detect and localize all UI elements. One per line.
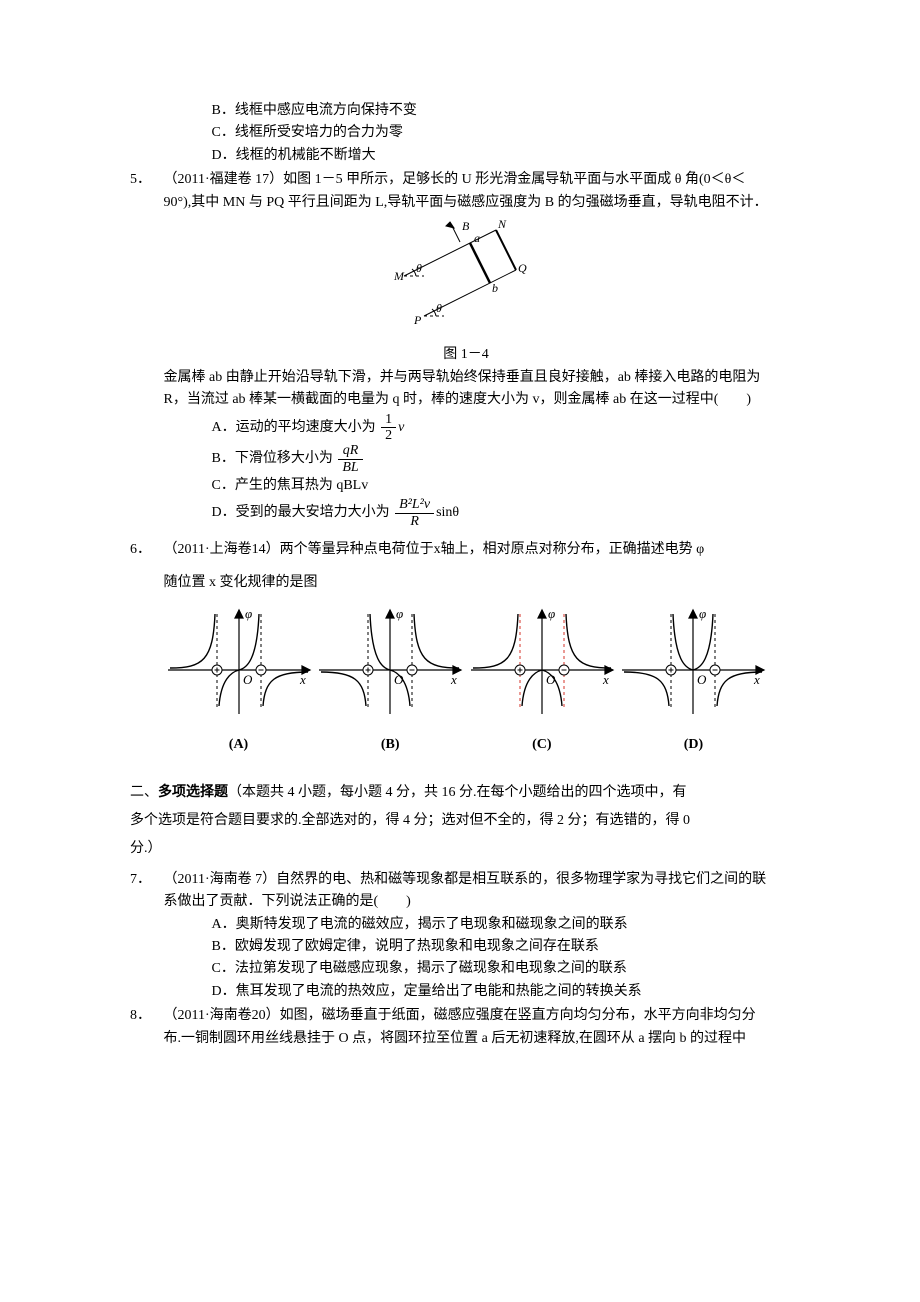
frac-den: R (395, 514, 434, 529)
q6-plot-label-C: (C) (467, 734, 617, 756)
q7-opt-d: D．焦耳发现了电流的热效应，定量给出了电能和热能之间的转换关系 (212, 981, 769, 1003)
q5-opt-a-tail: v (398, 420, 404, 435)
sec2-bold: 多项选择题 (158, 785, 228, 800)
q5-opt-d-frac: B²L²v R (395, 497, 434, 529)
q7-opt-c: C．法拉第发现了电磁感应现象，揭示了磁现象和电现象之间的联系 (212, 958, 769, 980)
q5-stem1: （2011·福建卷 17）如图 1－5 甲所示，足够长的 U 形光滑金属导轨平面… (164, 172, 768, 209)
svg-text:x: x (450, 672, 457, 687)
section2-head: 二、多项选择题（本题共 4 小题，每小题 4 分，共 16 分.在每个小题给出的… (130, 779, 790, 863)
frac-num: qR (338, 443, 362, 459)
lbl-b: b (492, 281, 498, 295)
sec2-line2: 多个选项是符合题目要求的.全部选对的，得 4 分；选对但不全的，得 2 分；有选… (130, 807, 790, 835)
q6-plot-label-B: (B) (315, 734, 465, 756)
q7-opt-b: B．欧姆发现了欧姆定律，说明了热现象和电现象之间存在联系 (212, 936, 769, 958)
sec2-line3: 分.） (130, 835, 790, 863)
q6-plot-label-D: (D) (618, 734, 768, 756)
svg-text:φ: φ (245, 606, 252, 621)
lbl-theta1: θ (416, 261, 422, 275)
q6-plot-D: φ x O (D) (618, 604, 768, 757)
q5-figure-wrap: M N P Q B a b θ θ 图 1－4 (164, 214, 769, 367)
svg-text:O: O (394, 672, 404, 687)
q7-body: （2011·海南卷 7）自然界的电、热和磁等现象都是相互联系的，很多物理学家为寻… (164, 869, 769, 1003)
q5-num: 5． (130, 169, 160, 191)
frac-num: B²L²v (395, 497, 434, 513)
svg-text:x: x (299, 672, 306, 687)
q6: 6． （2011·上海卷14）两个等量异种点电荷位于x轴上，相对原点对称分布，正… (130, 539, 790, 763)
q7-opt-a: A．奥斯特发现了电流的磁效应，揭示了电现象和磁现象之间的联系 (212, 914, 769, 936)
q5-opt-b: B．下滑位移大小为 qR BL (212, 443, 769, 475)
q6-plot-C: φ x O (C) (467, 604, 617, 757)
q5-opt-d: D．受到的最大安培力大小为 B²L²v R sinθ (212, 497, 769, 529)
q5-opt-a-lead: A．运动的平均速度大小为 (212, 420, 380, 435)
q5-opt-a: A．运动的平均速度大小为 1 2 v (212, 412, 769, 444)
svg-text:O: O (697, 672, 707, 687)
q8-body: （2011·海南卷20）如图，磁场垂直于纸面，磁感应强度在竖直方向均匀分布，水平… (164, 1005, 769, 1050)
q5: 5． （2011·福建卷 17）如图 1－5 甲所示，足够长的 U 形光滑金属导… (130, 169, 790, 529)
svg-text:x: x (602, 672, 609, 687)
q6-stem2: 随位置 x 变化规律的是图 (164, 572, 769, 594)
q5-opt-b-frac: qR BL (338, 443, 362, 475)
q6-stem-text: （2011·上海卷14）两个等量异种点电荷位于x轴上，相对原点对称分布，正确描述… (164, 542, 705, 557)
page: B．线框中感应电流方向保持不变 C．线框所受安培力的合力为零 D．线框的机械能不… (0, 0, 920, 1302)
frac-den: 2 (381, 428, 396, 443)
q8: 8． （2011·海南卷20）如图，磁场垂直于纸面，磁感应强度在竖直方向均匀分布… (130, 1005, 790, 1050)
prev-opt-b: B．线框中感应电流方向保持不变 (212, 100, 769, 122)
prev-options: B．线框中感应电流方向保持不变 C．线框所受安培力的合力为零 D．线框的机械能不… (130, 100, 790, 167)
q6-plot-B: φ x O (B) (315, 604, 465, 757)
q6-plot-A: φ x O (A) (164, 604, 314, 757)
q6-body: （2011·上海卷14）两个等量异种点电荷位于x轴上，相对原点对称分布，正确描述… (164, 539, 769, 763)
q8-num: 8． (130, 1005, 160, 1027)
svg-text:φ: φ (548, 606, 555, 621)
q5-body: （2011·福建卷 17）如图 1－5 甲所示，足够长的 U 形光滑金属导轨平面… (164, 169, 769, 529)
frac-num: 1 (381, 412, 396, 428)
q6-stem: （2011·上海卷14）两个等量异种点电荷位于x轴上，相对原点对称分布，正确描述… (164, 542, 705, 557)
lbl-B: B (462, 219, 470, 233)
q5-opt-b-lead: B．下滑位移大小为 (212, 451, 337, 466)
sec2-tail: （本题共 4 小题，每小题 4 分，共 16 分.在每个小题给出的四个选项中，有 (228, 785, 687, 800)
q5-opt-c: C．产生的焦耳热为 qBLv (212, 475, 769, 497)
q6-num: 6． (130, 539, 160, 561)
q5-opt-a-frac: 1 2 (381, 412, 396, 444)
q7: 7． （2011·海南卷 7）自然界的电、热和磁等现象都是相互联系的，很多物理学… (130, 869, 790, 1003)
spacer (164, 562, 769, 572)
lbl-M: M (393, 269, 405, 283)
lbl-a: a (474, 231, 480, 245)
sec2-lead: 二、 (130, 785, 158, 800)
q5-opt-d-lead: D．受到的最大安培力大小为 (212, 506, 394, 521)
prev-opt-c: C．线框所受安培力的合力为零 (212, 122, 769, 144)
lbl-Q: Q (518, 261, 527, 275)
q6-plots: φ x O (A) φ x O (B) (164, 604, 769, 757)
svg-text:O: O (546, 672, 556, 687)
lbl-N: N (497, 217, 507, 231)
q7-stem: （2011·海南卷 7）自然界的电、热和磁等现象都是相互联系的，很多物理学家为寻… (164, 869, 769, 914)
q6-plot-label-A: (A) (164, 734, 314, 756)
q5-figlabel: 图 1－4 (164, 344, 769, 366)
svg-text:φ: φ (699, 606, 706, 621)
svg-text:x: x (753, 672, 760, 687)
q7-num: 7． (130, 869, 160, 891)
lbl-P: P (413, 313, 422, 327)
lbl-theta2: θ (436, 301, 442, 315)
q5-stem2: 金属棒 ab 由静止开始沿导轨下滑，并与两导轨始终保持垂直且良好接触，ab 棒接… (164, 367, 769, 412)
q5-opt-d-tail: sinθ (436, 506, 459, 521)
svg-text:O: O (243, 672, 253, 687)
q8-stem: （2011·海南卷20）如图，磁场垂直于纸面，磁感应强度在竖直方向均匀分布，水平… (164, 1005, 769, 1050)
svg-text:φ: φ (396, 606, 403, 621)
prev-opts-body: B．线框中感应电流方向保持不变 C．线框所受安培力的合力为零 D．线框的机械能不… (164, 100, 769, 167)
q5-figure: M N P Q B a b θ θ (366, 214, 566, 334)
frac-den: BL (338, 460, 362, 475)
prev-opt-d: D．线框的机械能不断增大 (212, 145, 769, 167)
